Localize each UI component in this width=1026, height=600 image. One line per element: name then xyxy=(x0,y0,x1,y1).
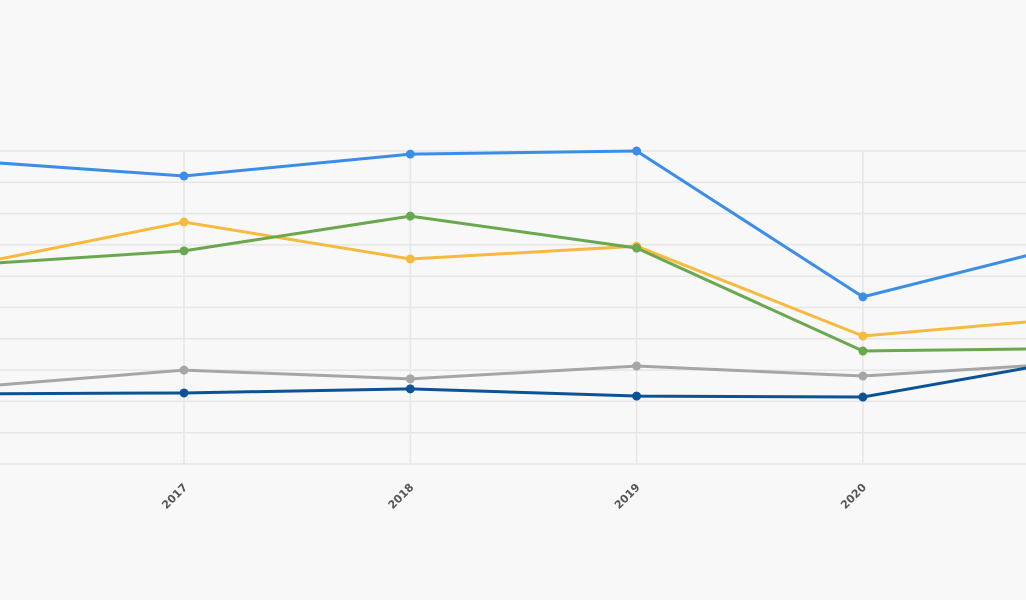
point xyxy=(179,388,189,398)
point xyxy=(858,346,868,356)
line xyxy=(0,364,1026,387)
point xyxy=(632,146,642,156)
point xyxy=(405,384,415,394)
point xyxy=(632,243,642,253)
point xyxy=(405,374,415,384)
point xyxy=(858,292,868,302)
line xyxy=(0,214,1026,353)
line xyxy=(0,366,1026,399)
point xyxy=(858,392,868,402)
point xyxy=(179,365,189,375)
point xyxy=(405,149,415,159)
point xyxy=(858,371,868,381)
point xyxy=(632,361,642,371)
point xyxy=(405,211,415,221)
point xyxy=(179,217,189,227)
point xyxy=(405,254,415,264)
line xyxy=(0,220,1026,338)
line xyxy=(0,149,1026,299)
point xyxy=(179,246,189,256)
point xyxy=(858,331,868,341)
point xyxy=(632,391,642,401)
point xyxy=(179,171,189,181)
